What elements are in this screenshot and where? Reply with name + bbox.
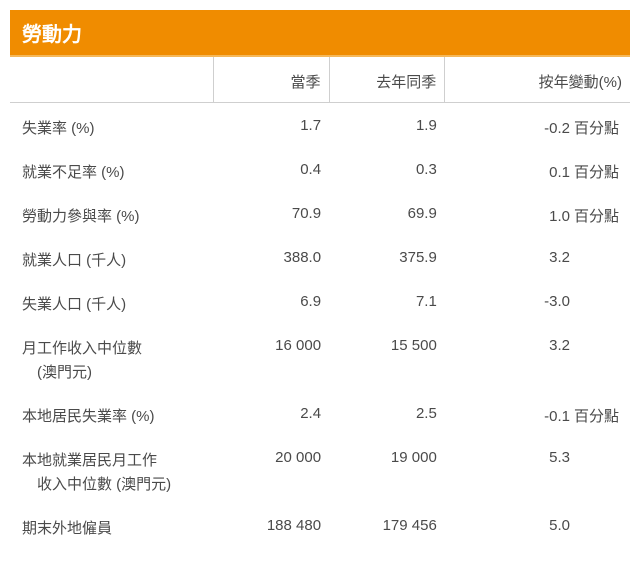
- cell-previous: 1.9: [329, 103, 445, 152]
- cell-current: 70.9: [213, 195, 329, 239]
- cell-previous: 0.3: [329, 151, 445, 195]
- cell-change: 5.0: [445, 507, 630, 551]
- row-label: 勞動力參與率 (%): [10, 195, 213, 239]
- cell-change: -3.0: [445, 283, 630, 327]
- cell-change: 5.3: [445, 439, 630, 507]
- change-value: 1.0: [520, 208, 570, 225]
- table-row: 失業人口 (千人)6.97.1 -3.0: [10, 283, 630, 327]
- change-value: 5.0: [520, 517, 570, 534]
- cell-change: 3.2: [445, 239, 630, 283]
- cell-current: 388.0: [213, 239, 329, 283]
- col-label: [10, 57, 213, 103]
- table-row: 就業不足率 (%)0.40.30.1百分點: [10, 151, 630, 195]
- table-row: 本地居民失業率 (%)2.42.5-0.1百分點: [10, 395, 630, 439]
- change-value: -0.2: [520, 120, 570, 137]
- col-previous: 去年同季: [329, 57, 445, 103]
- panel-title: 勞動力: [10, 10, 630, 57]
- cell-current: 16 000: [213, 327, 329, 395]
- cell-current: 6.9: [213, 283, 329, 327]
- cell-previous: 15 500: [329, 327, 445, 395]
- cell-current: 188 480: [213, 507, 329, 551]
- col-change: 按年變動(%): [445, 57, 630, 103]
- cell-previous: 2.5: [329, 395, 445, 439]
- change-unit: 百分點: [574, 161, 622, 182]
- cell-current: 1.7: [213, 103, 329, 152]
- table-header-row: 當季 去年同季 按年變動(%): [10, 57, 630, 103]
- cell-change: 1.0百分點: [445, 195, 630, 239]
- col-current: 當季: [213, 57, 329, 103]
- cell-change: 0.1百分點: [445, 151, 630, 195]
- table-row: 本地就業居民月工作 收入中位數 (澳門元)20 00019 000 5.3: [10, 439, 630, 507]
- cell-previous: 7.1: [329, 283, 445, 327]
- row-label: 本地居民失業率 (%): [10, 395, 213, 439]
- row-label: 本地就業居民月工作 收入中位數 (澳門元): [10, 439, 213, 507]
- row-label: 就業人口 (千人): [10, 239, 213, 283]
- change-value: 3.2: [520, 249, 570, 266]
- cell-current: 2.4: [213, 395, 329, 439]
- cell-change: -0.1百分點: [445, 395, 630, 439]
- change-unit: 百分點: [574, 117, 622, 138]
- table-row: 勞動力參與率 (%)70.969.91.0百分點: [10, 195, 630, 239]
- cell-previous: 69.9: [329, 195, 445, 239]
- row-label: 月工作收入中位數 (澳門元): [10, 327, 213, 395]
- change-value: 5.3: [520, 449, 570, 466]
- table-row: 就業人口 (千人)388.0375.9 3.2: [10, 239, 630, 283]
- change-unit: 百分點: [574, 205, 622, 226]
- cell-current: 20 000: [213, 439, 329, 507]
- labor-panel: 勞動力 當季 去年同季 按年變動(%) 失業率 (%)1.71.9-0.2百分點…: [10, 10, 630, 551]
- table-row: 月工作收入中位數 (澳門元)16 00015 500 3.2: [10, 327, 630, 395]
- table-row: 期末外地僱員188 480179 456 5.0: [10, 507, 630, 551]
- row-label: 失業率 (%): [10, 103, 213, 152]
- cell-previous: 375.9: [329, 239, 445, 283]
- cell-change: -0.2百分點: [445, 103, 630, 152]
- cell-current: 0.4: [213, 151, 329, 195]
- cell-change: 3.2: [445, 327, 630, 395]
- row-label: 失業人口 (千人): [10, 283, 213, 327]
- table-row: 失業率 (%)1.71.9-0.2百分點: [10, 103, 630, 152]
- change-unit: 百分點: [574, 405, 622, 426]
- row-label: 就業不足率 (%): [10, 151, 213, 195]
- cell-previous: 19 000: [329, 439, 445, 507]
- row-label: 期末外地僱員: [10, 507, 213, 551]
- change-value: -3.0: [520, 293, 570, 310]
- cell-previous: 179 456: [329, 507, 445, 551]
- change-value: -0.1: [520, 408, 570, 425]
- change-value: 0.1: [520, 164, 570, 181]
- change-value: 3.2: [520, 337, 570, 354]
- labor-table: 當季 去年同季 按年變動(%) 失業率 (%)1.71.9-0.2百分點就業不足…: [10, 57, 630, 551]
